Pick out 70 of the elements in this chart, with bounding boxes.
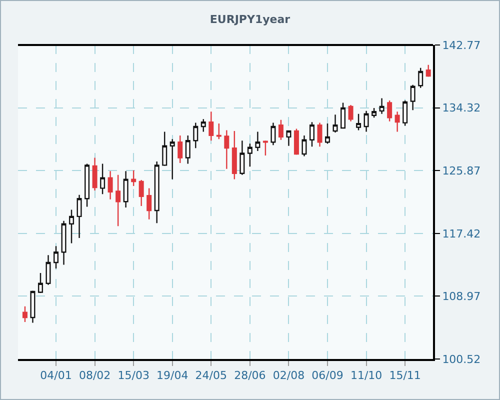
candlestick [356,113,362,131]
x-tick-label: 28/06 [234,369,266,382]
candlestick [200,118,206,132]
candlestick [325,122,330,144]
candlestick [61,220,66,266]
candlestick [387,100,392,122]
candlestick [332,114,338,134]
candlestick [30,290,36,324]
x-tick-label: 11/10 [350,369,382,382]
candlestick [216,122,222,140]
candlestick [270,122,276,146]
y-tick-label: 134.32 [442,102,481,115]
candlestick [348,104,354,122]
x-tick-label: 08/02 [78,369,111,382]
x-tick-label: 06/09 [312,369,344,382]
x-tick-label: 19/04 [156,369,188,382]
candlestick [372,107,377,118]
candlestick [426,64,431,78]
x-tick-label: 02/08 [272,369,305,382]
candlestick [123,170,128,208]
candlestick [154,160,160,224]
candlestick [22,306,28,323]
candlestick [294,128,299,156]
candlestick [108,170,113,200]
candlestick [92,157,98,192]
candlestick [247,143,252,168]
x-tick-label: 04/01 [40,369,72,382]
candlestick [54,246,59,270]
candlestick [418,67,424,88]
candlestick [317,122,322,148]
y-tick-label: 117.42 [442,227,481,240]
candlestick [262,140,268,156]
candlestick [116,174,121,227]
candlestick [224,130,230,170]
y-tick-label: 100.52 [442,352,481,366]
candlestick [146,188,152,220]
candlestick [46,254,51,286]
candlestick [286,130,292,146]
candlestick [394,111,400,132]
candlestick [178,134,183,164]
candlestick [240,140,245,176]
candlestick [69,209,74,244]
candlestick [302,134,307,157]
candlestick [193,122,198,149]
candlestick [402,100,408,126]
y-tick-label: 108.97 [442,290,481,304]
candlestick [170,138,175,180]
y-tick-label: 142.77 [442,38,481,52]
candlestick [410,84,416,111]
x-tick-label: 15/03 [118,369,150,382]
candlestick [38,272,43,294]
candlestick [100,163,106,195]
candlestick [185,134,190,164]
candlestick [84,163,90,208]
x-tick-label: 24/05 [195,369,227,382]
candlestick [255,131,260,152]
candlestick [76,194,82,239]
candlestick [340,102,346,129]
candlestick [379,98,384,114]
candlestick [278,119,284,141]
candlestick [131,170,136,187]
candlestick [208,111,214,142]
y-tick-label: 125.87 [442,164,481,178]
candlestick [162,131,168,167]
candlestick [309,121,314,148]
candlestick [232,130,237,180]
chart-title: EURJPY1year [210,12,291,26]
x-tick-label: 15/11 [389,369,421,382]
candlestick [364,110,369,132]
candlestick [138,179,144,207]
